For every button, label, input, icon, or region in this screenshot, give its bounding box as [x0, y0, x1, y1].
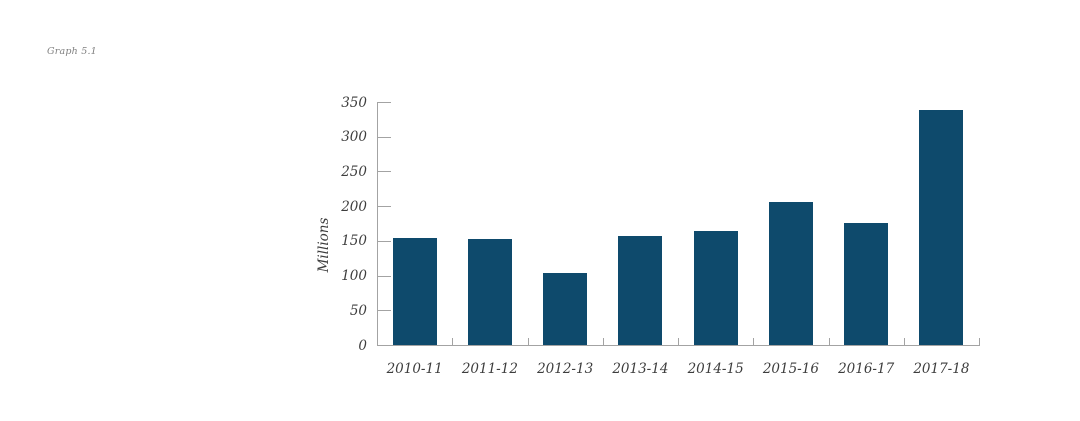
y-axis-tick: [378, 206, 391, 208]
x-axis-tick: [903, 338, 905, 345]
x-category-label: 2014-15: [687, 361, 744, 377]
x-axis-line: [377, 345, 980, 346]
y-tick-label: 150: [341, 233, 367, 250]
y-tick-label: 300: [341, 129, 367, 146]
x-axis-tick: [979, 338, 980, 345]
x-axis-tick: [452, 338, 454, 345]
x-category-label: 2017-18: [913, 361, 970, 377]
x-category-label: 2012-13: [537, 361, 594, 377]
y-axis-tick: [378, 136, 391, 138]
bar-2016-17: [844, 222, 889, 345]
chart-caption: Graph 5.1: [47, 46, 97, 57]
y-tick-label: 0: [358, 337, 367, 354]
bar-2010-11: [392, 238, 437, 345]
x-category-label: 2015-16: [762, 361, 819, 377]
x-axis-tick: [828, 338, 830, 345]
y-axis-line: [377, 102, 378, 345]
bar-2014-15: [693, 231, 738, 345]
bar-2015-16: [768, 201, 813, 345]
bar-2013-14: [618, 235, 663, 345]
y-axis-tick: [378, 240, 391, 242]
y-tick-label: 100: [341, 268, 367, 285]
x-axis-tick: [527, 338, 529, 345]
y-tick-label: 200: [341, 198, 367, 215]
x-category-label: 2016-17: [838, 361, 895, 377]
y-tick-label: 50: [349, 302, 367, 319]
x-axis-tick: [602, 338, 604, 345]
x-category-label: 2010-11: [386, 361, 443, 377]
y-axis-tick: [378, 171, 391, 173]
x-category-label: 2011-12: [461, 361, 518, 377]
x-axis-tick: [678, 338, 679, 345]
y-axis-tick: [378, 275, 391, 277]
y-axis-tick: [378, 310, 391, 312]
y-tick-label: 250: [341, 163, 367, 180]
bar-2011-12: [467, 238, 512, 345]
bar-2017-18: [919, 109, 964, 345]
y-tick-label: 350: [341, 94, 367, 111]
bar-2012-13: [543, 273, 588, 345]
y-axis-tick: [378, 102, 391, 103]
x-category-label: 2013-14: [612, 361, 669, 377]
x-axis-tick: [753, 338, 755, 345]
